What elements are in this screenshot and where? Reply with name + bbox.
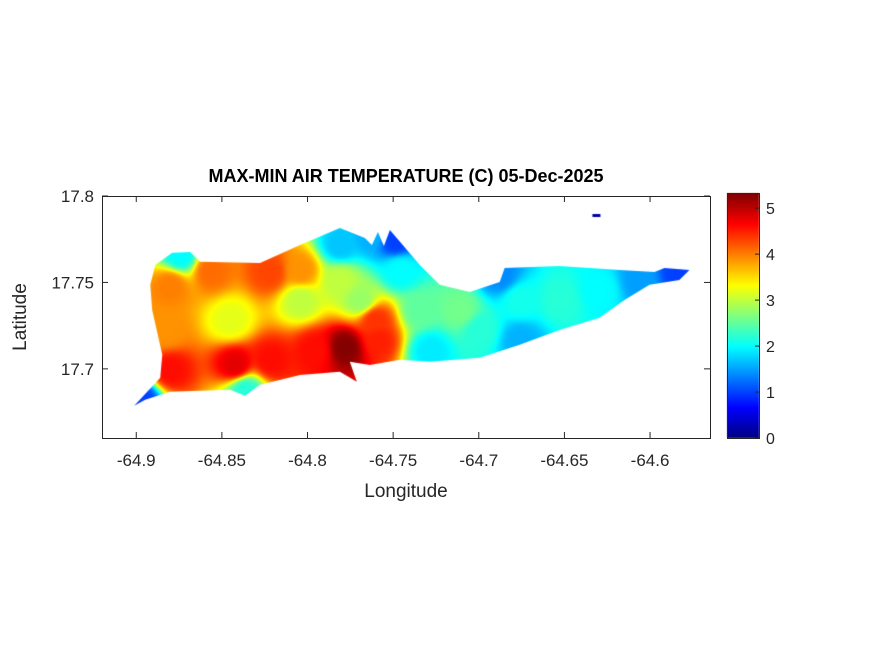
axes-box xyxy=(102,196,711,439)
colorbar-tick-label: 5 xyxy=(766,201,775,218)
colorbar-tick-label: 4 xyxy=(766,247,775,264)
x-tick-label: -64.75 xyxy=(369,451,417,470)
y-tick-label: 17.8 xyxy=(61,187,94,206)
x-tick-label: -64.85 xyxy=(198,451,246,470)
colorbar-box xyxy=(727,193,760,439)
x-axis-label: Longitude xyxy=(364,481,448,502)
x-tick-label: -64.8 xyxy=(288,451,327,470)
x-tick-label: -64.65 xyxy=(540,451,588,470)
y-tick-label: 17.7 xyxy=(61,360,94,379)
colorbar-tick-label: 1 xyxy=(766,385,775,402)
colorbar-tick-label: 0 xyxy=(766,431,775,448)
x-tick-label: -64.6 xyxy=(631,451,670,470)
y-axis-label: Latitude xyxy=(10,283,31,351)
colorbar-tick-label: 3 xyxy=(766,293,775,310)
x-tick-label: -64.7 xyxy=(459,451,498,470)
chart-title: MAX-MIN AIR TEMPERATURE (C) 05-Dec-2025 xyxy=(208,166,604,186)
colorbar-tick-label: 2 xyxy=(766,339,775,356)
y-tick-label: 17.75 xyxy=(51,273,94,292)
x-tick-label: -64.9 xyxy=(117,451,156,470)
